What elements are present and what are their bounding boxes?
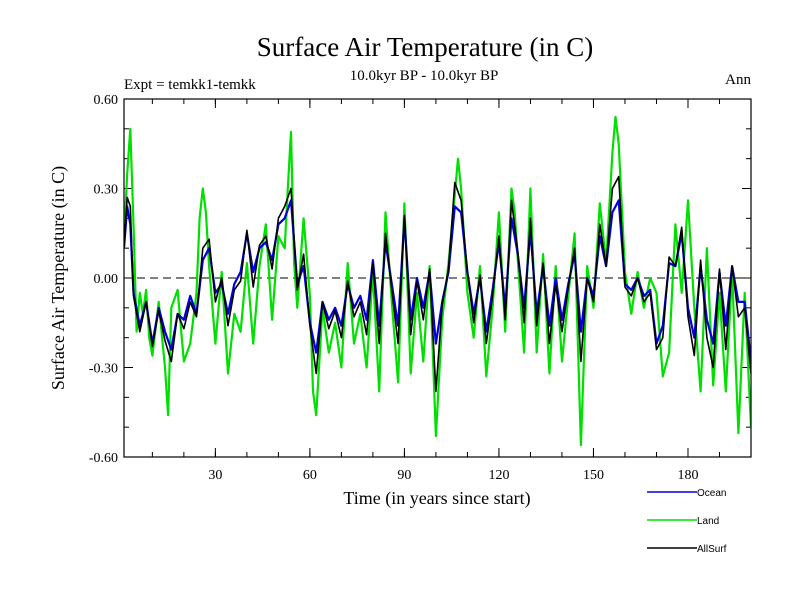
x-tick-label: 30 — [208, 468, 222, 483]
y-tick-label: -0.30 — [89, 362, 118, 377]
x-tick-label: 60 — [303, 468, 317, 483]
series-line-allsurf — [124, 175, 751, 393]
x-tick-label: 90 — [397, 468, 411, 483]
y-tick-label: -0.60 — [89, 451, 118, 466]
y-tick-label: 0.00 — [94, 272, 119, 287]
season-label: Ann — [725, 72, 751, 88]
time-period-label: 10.0kyr BP - 10.0kyr BP — [350, 68, 499, 84]
plot-frame — [123, 98, 752, 458]
series-line-ocean — [124, 199, 751, 362]
x-tick-label: 180 — [677, 468, 698, 483]
y-tick-label: 0.60 — [94, 93, 119, 108]
legend: Ocean Land AllSurf — [647, 488, 727, 555]
x-axis-label: Time (in years since start) — [343, 488, 530, 509]
y-tick-label: 0.30 — [94, 183, 119, 198]
legend-label-ocean: Ocean — [697, 488, 726, 499]
chart-title: Surface Air Temperature (in C) — [257, 32, 594, 62]
legend-label-allsurf: AllSurf — [697, 544, 727, 555]
series-line-land — [124, 115, 751, 447]
series-lines — [124, 115, 751, 447]
x-tick-label: 150 — [583, 468, 604, 483]
y-axis-label: Surface Air Temperature (in C) — [48, 166, 69, 390]
experiment-label: Expt = temkk1-temkk — [124, 77, 256, 93]
legend-label-land: Land — [697, 516, 719, 527]
x-tick-label: 120 — [488, 468, 509, 483]
axes: -0.60 -0.30 0.00 0.30 0.60 30 60 90 120 150 180 — [89, 93, 751, 483]
